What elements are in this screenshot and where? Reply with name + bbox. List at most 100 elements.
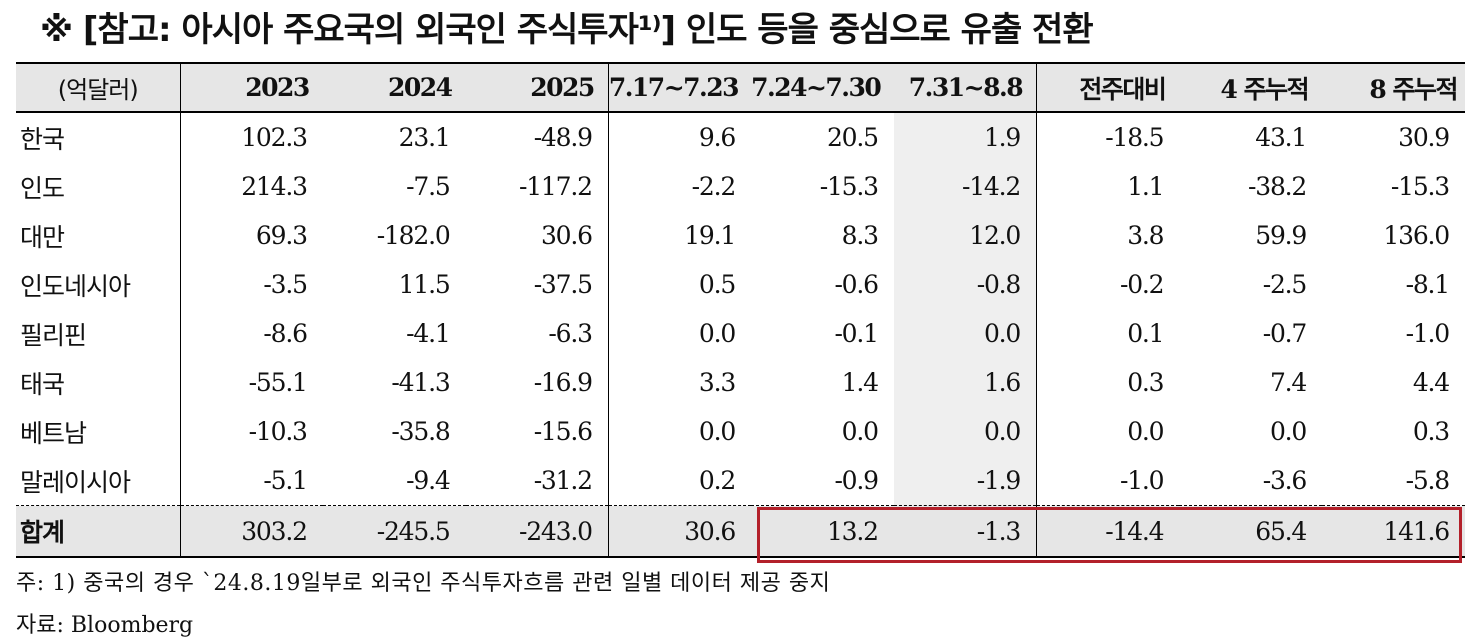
- table-cell: 8.3: [841, 221, 879, 250]
- table-cell: 0.0: [893, 309, 1038, 358]
- country-name: 말레이시아: [16, 456, 181, 506]
- country-name: 태국: [16, 358, 181, 407]
- country-name: 대만: [16, 211, 181, 260]
- table-cell: 0.0: [1127, 417, 1164, 446]
- table-cell: 141.6: [1322, 505, 1465, 558]
- table-cell: -4.1: [406, 319, 451, 348]
- table-cell: 0.5: [698, 270, 736, 299]
- table-cell: -15.6: [465, 407, 609, 456]
- table-cell: 3.3: [698, 368, 736, 397]
- table-cell: 0.0: [1269, 417, 1307, 446]
- table-row: 인도 214.3 -7.5 -117.2 -2.2 -15.3 -14.2 1.1 -38.2 -…: [16, 162, 1465, 211]
- table-cell: 0.3: [1127, 368, 1164, 397]
- table-cell: 102.3: [241, 123, 308, 152]
- total-label: 합계: [16, 505, 181, 558]
- col-header-4w: 4 주누적: [1179, 62, 1323, 113]
- table-cell: -182.0: [376, 221, 451, 250]
- table-cell: 30.6: [465, 211, 609, 260]
- country-name: 인도네시아: [16, 260, 181, 309]
- table-cell: 214.3: [241, 172, 308, 201]
- col-header-week2: 7.24~7.30: [751, 62, 894, 113]
- table-cell: -8.1: [1405, 270, 1451, 299]
- table-cell: -0.7: [1262, 319, 1308, 348]
- table-cell: -2.2: [691, 172, 737, 201]
- table-cell: -48.9: [465, 112, 609, 162]
- table-cell: 303.2: [180, 505, 323, 558]
- table-cell: -5.1: [263, 466, 308, 495]
- table-cell: -1.0: [1119, 466, 1165, 495]
- table-cell: 69.3: [255, 221, 308, 250]
- table-cell: -14.4: [1036, 505, 1180, 558]
- table-cell: 11.5: [398, 270, 451, 299]
- table-cell: 30.6: [608, 505, 752, 558]
- col-header-week1: 7.17~7.23: [608, 62, 752, 113]
- table-cell: -14.2: [893, 162, 1038, 211]
- unit-label: (억달러): [16, 62, 181, 113]
- table-row: 한국 102.3 23.1 -48.9 9.6 20.5 1.9 -18.5 43.1 30.9: [16, 112, 1465, 162]
- table-cell: 136.0: [1383, 221, 1450, 250]
- footnote: 주: 1) 중국의 경우 `24.8.19일부로 외국인 주식투자흐름 관련 일…: [16, 571, 831, 596]
- table-cell: -5.8: [1405, 466, 1451, 495]
- table-cell: -0.9: [834, 466, 879, 495]
- table-row: 베트남 -10.3 -35.8 -15.6 0.0 0.0 0.0 0.0 0.0 0.3: [16, 407, 1465, 456]
- table-cell: -0.8: [893, 260, 1038, 309]
- col-header-8w: 8 주누적: [1322, 62, 1465, 113]
- col-header-2025: 2025: [465, 62, 609, 113]
- table-cell: 30.9: [1398, 123, 1450, 152]
- table-cell: 3.8: [1127, 221, 1164, 250]
- table-cell: 19.1: [684, 221, 736, 250]
- table-cell: 0.0: [698, 417, 736, 446]
- table-row: 말레이시아 -5.1 -9.4 -31.2 0.2 -0.9 -1.9 -1.0 -3.6 -5.…: [16, 456, 1465, 506]
- table-cell: -10.3: [248, 417, 308, 446]
- country-name: 필리핀: [16, 309, 181, 358]
- country-name: 한국: [16, 112, 181, 162]
- table-cell: 0.2: [698, 466, 736, 495]
- table-row: 태국 -55.1 -41.3 -16.9 3.3 1.4 1.6 0.3 7.4 4.4: [16, 358, 1465, 407]
- col-header-2024: 2024: [322, 62, 466, 113]
- table-cell: -0.1: [834, 319, 879, 348]
- table-cell: -41.3: [391, 368, 450, 397]
- table-cell: -3.5: [263, 270, 308, 299]
- table-cell: -1.3: [893, 505, 1038, 558]
- col-header-wow: 전주대비: [1036, 62, 1180, 113]
- page-title: ※ [참고: 아시아 주요국의 외국인 주식투자¹⁾] 인도 등을 중심으로 유…: [40, 10, 1094, 50]
- table-cell: 1.6: [893, 358, 1038, 407]
- table-cell: 0.0: [698, 319, 736, 348]
- table-cell: 4.4: [1412, 368, 1450, 397]
- table-cell: -38.2: [1248, 172, 1307, 201]
- table-cell: 0.0: [841, 417, 879, 446]
- header-row: (억달러) 2023 2024 2025 7.17~7.23 7.24~7.30…: [16, 62, 1465, 113]
- table-cell: -117.2: [465, 162, 609, 211]
- table-cell: 1.4: [841, 368, 879, 397]
- table-cell: -55.1: [248, 368, 308, 397]
- table-row: 인도네시아 -3.5 11.5 -37.5 0.5 -0.6 -0.8 -0.2 -2.5 -8.…: [16, 260, 1465, 309]
- table-cell: 9.6: [698, 123, 736, 152]
- table-cell: 0.3: [1412, 417, 1450, 446]
- table-cell: 59.9: [1255, 221, 1307, 250]
- table-cell: -3.6: [1262, 466, 1308, 495]
- table-cell: -31.2: [465, 456, 609, 506]
- table-row: 대만 69.3 -182.0 30.6 19.1 8.3 12.0 3.8 59.9 136.0: [16, 211, 1465, 260]
- table-cell: -0.2: [1119, 270, 1165, 299]
- table-cell: -9.4: [406, 466, 451, 495]
- table-cell: -245.5: [322, 505, 466, 558]
- table-cell: -2.5: [1262, 270, 1308, 299]
- table-cell: 1.1: [1127, 172, 1164, 201]
- table-cell: 13.2: [751, 505, 894, 558]
- source-note: 자료: Bloomberg: [16, 613, 194, 638]
- table-cell: -1.0: [1405, 319, 1451, 348]
- table-cell: 12.0: [893, 211, 1038, 260]
- table-cell: -7.5: [406, 172, 451, 201]
- foreign-equity-flow-table: (억달러) 2023 2024 2025 7.17~7.23 7.24~7.30…: [16, 62, 1465, 558]
- table-cell: 0.1: [1127, 319, 1164, 348]
- table-cell: -15.3: [1390, 172, 1450, 201]
- table-row: 필리핀 -8.6 -4.1 -6.3 0.0 -0.1 0.0 0.1 -0.7 -1.0: [16, 309, 1465, 358]
- table-cell: 1.9: [893, 112, 1038, 162]
- col-header-week3: 7.31~8.8: [893, 62, 1038, 113]
- table-cell: -37.5: [465, 260, 609, 309]
- table-cell: -0.6: [834, 270, 879, 299]
- country-name: 인도: [16, 162, 181, 211]
- table-cell: -15.3: [819, 172, 879, 201]
- table-cell: -18.5: [1105, 123, 1164, 152]
- table-cell: 0.0: [893, 407, 1038, 456]
